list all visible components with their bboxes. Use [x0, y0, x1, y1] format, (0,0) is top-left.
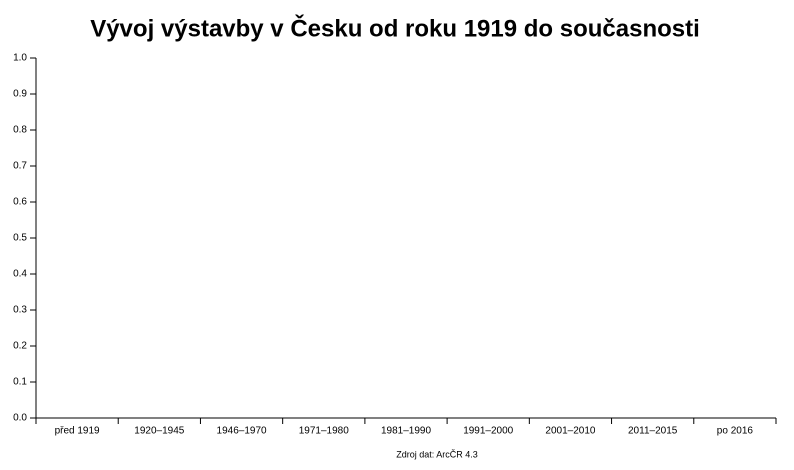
y-tick-label: 0.8 [13, 125, 27, 136]
x-tick-label: po 2016 [717, 426, 754, 437]
y-tick-label: 0.2 [13, 341, 27, 352]
y-tick-label: 0.7 [13, 161, 27, 172]
y-tick-label: 0.6 [13, 197, 27, 208]
y-tick-label: 0.5 [13, 233, 27, 244]
y-tick-label: 0.4 [13, 269, 27, 280]
y-tick-label: 0.9 [13, 89, 27, 100]
x-tick-label: 1946–1970 [217, 426, 267, 437]
x-tick-label: 1971–1980 [299, 426, 349, 437]
y-tick-label: 1.0 [13, 53, 27, 64]
x-tick-label: před 1919 [55, 426, 100, 437]
x-tick-label: 2001–2010 [545, 426, 595, 437]
source-note: Zdroj dat: ArcČR 4.3 [396, 449, 478, 459]
y-tick-label: 0.3 [13, 305, 27, 316]
x-tick-label: 1991–2000 [463, 426, 513, 437]
chart-title: Vývoj výstavby v Česku od roku 1919 do s… [90, 14, 700, 42]
x-tick-label: 2011–2015 [628, 426, 678, 437]
y-tick-label: 0.1 [13, 377, 27, 388]
x-tick-label: 1981–1990 [381, 426, 431, 437]
x-tick-label: 1920–1945 [134, 426, 184, 437]
y-tick-label: 0.0 [13, 413, 27, 424]
